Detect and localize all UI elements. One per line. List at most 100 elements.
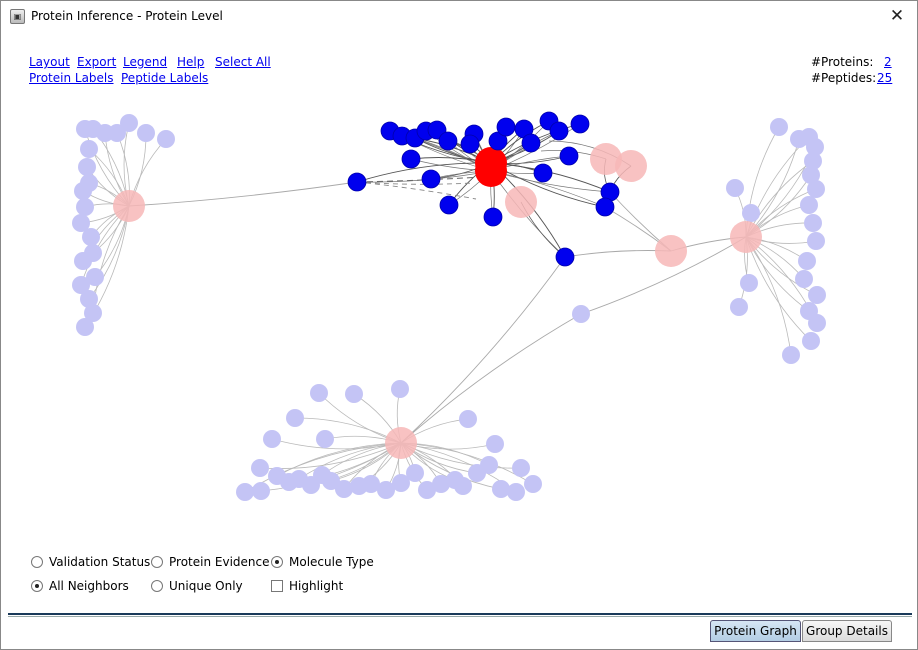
all-neighbors-option[interactable]: All Neighbors bbox=[31, 579, 129, 593]
other-peptide-node[interactable] bbox=[572, 305, 590, 323]
other-peptide-node[interactable] bbox=[492, 480, 510, 498]
selected-peptide-node[interactable] bbox=[483, 207, 503, 227]
other-peptide-node[interactable] bbox=[76, 198, 94, 216]
other-peptide-node[interactable] bbox=[236, 483, 254, 501]
other-peptide-node[interactable] bbox=[82, 228, 100, 246]
other-peptide-node[interactable] bbox=[480, 456, 498, 474]
other-peptide-node[interactable] bbox=[72, 214, 90, 232]
other-peptide-node[interactable] bbox=[251, 459, 269, 477]
proteins-count-link[interactable]: 2 bbox=[884, 55, 892, 69]
other-protein-node[interactable] bbox=[113, 190, 145, 222]
validation-status-radio[interactable] bbox=[31, 556, 43, 568]
other-peptide-node[interactable] bbox=[74, 182, 92, 200]
other-peptide-node[interactable] bbox=[391, 380, 409, 398]
other-peptide-node[interactable] bbox=[524, 475, 542, 493]
selected-peptide-node[interactable] bbox=[595, 197, 615, 217]
other-peptide-node[interactable] bbox=[486, 435, 504, 453]
other-peptide-node[interactable] bbox=[726, 179, 744, 197]
other-peptide-node[interactable] bbox=[808, 314, 826, 332]
other-peptide-node[interactable] bbox=[80, 140, 98, 158]
molecule-type-radio[interactable] bbox=[271, 556, 283, 568]
selected-peptide-node[interactable] bbox=[559, 146, 579, 166]
other-peptide-node[interactable] bbox=[418, 481, 436, 499]
other-peptide-node[interactable] bbox=[316, 430, 334, 448]
other-peptide-node[interactable] bbox=[263, 430, 281, 448]
unique-only-radio[interactable] bbox=[151, 580, 163, 592]
other-peptide-node[interactable] bbox=[80, 290, 98, 308]
selected-peptide-node[interactable] bbox=[439, 195, 459, 215]
other-peptide-node[interactable] bbox=[86, 268, 104, 286]
other-protein-node[interactable] bbox=[655, 235, 687, 267]
other-peptide-node[interactable] bbox=[807, 232, 825, 250]
close-button[interactable]: ✕ bbox=[889, 6, 905, 26]
highlight-option[interactable]: Highlight bbox=[271, 579, 343, 593]
other-peptide-node[interactable] bbox=[72, 276, 90, 294]
selected-peptide-node[interactable] bbox=[460, 134, 480, 154]
selected-peptide-node[interactable] bbox=[570, 114, 590, 134]
selected-peptide-node[interactable] bbox=[421, 169, 441, 189]
selected-peptide-node[interactable] bbox=[496, 117, 516, 137]
validation-status-option[interactable]: Validation Status bbox=[31, 555, 150, 569]
selected-peptide-node[interactable] bbox=[555, 247, 575, 267]
other-peptide-node[interactable] bbox=[798, 252, 816, 270]
selected-peptide-node[interactable] bbox=[438, 131, 458, 151]
other-protein-node[interactable] bbox=[385, 427, 417, 459]
other-peptide-node[interactable] bbox=[770, 118, 788, 136]
export-link[interactable]: Export bbox=[77, 55, 117, 69]
other-peptide-node[interactable] bbox=[335, 480, 353, 498]
other-protein-node[interactable] bbox=[730, 221, 762, 253]
other-peptide-node[interactable] bbox=[730, 298, 748, 316]
other-peptide-node[interactable] bbox=[74, 252, 92, 270]
other-peptide-node[interactable] bbox=[795, 270, 813, 288]
legend-link[interactable]: Legend bbox=[123, 55, 168, 69]
other-peptide-node[interactable] bbox=[137, 124, 155, 142]
other-peptide-node[interactable] bbox=[362, 475, 380, 493]
other-peptide-node[interactable] bbox=[120, 114, 138, 132]
help-link[interactable]: Help bbox=[177, 55, 205, 69]
other-peptide-node[interactable] bbox=[804, 214, 822, 232]
other-protein-node[interactable] bbox=[615, 150, 647, 182]
other-peptide-node[interactable] bbox=[345, 385, 363, 403]
other-peptide-node[interactable] bbox=[377, 481, 395, 499]
other-peptide-node[interactable] bbox=[800, 196, 818, 214]
other-peptide-node[interactable] bbox=[157, 130, 175, 148]
select-all-link[interactable]: Select All bbox=[215, 55, 271, 69]
other-peptide-node[interactable] bbox=[807, 180, 825, 198]
protein-evidence-radio[interactable] bbox=[151, 556, 163, 568]
other-peptide-node[interactable] bbox=[804, 152, 822, 170]
peptide-labels-link[interactable]: Peptide Labels bbox=[121, 71, 209, 85]
other-peptide-node[interactable] bbox=[507, 483, 525, 501]
other-peptide-node[interactable] bbox=[802, 166, 820, 184]
other-protein-node[interactable] bbox=[590, 143, 622, 175]
other-peptide-node[interactable] bbox=[392, 474, 410, 492]
other-peptide-node[interactable] bbox=[740, 274, 758, 292]
other-peptide-node[interactable] bbox=[806, 138, 824, 156]
other-peptide-node[interactable] bbox=[742, 204, 760, 222]
other-peptide-node[interactable] bbox=[802, 332, 820, 350]
peptides-count-link[interactable]: 25 bbox=[877, 71, 893, 85]
all-neighbors-radio[interactable] bbox=[31, 580, 43, 592]
other-peptide-node[interactable] bbox=[782, 346, 800, 364]
tab-protein-graph[interactable]: Protein Graph bbox=[710, 620, 801, 642]
highlight-checkbox[interactable] bbox=[271, 580, 283, 592]
molecule-type-option[interactable]: Molecule Type bbox=[271, 555, 374, 569]
layout-link[interactable]: Layout bbox=[29, 55, 70, 69]
unique-only-option[interactable]: Unique Only bbox=[151, 579, 243, 593]
selected-peptide-node[interactable] bbox=[549, 121, 569, 141]
selected-peptide-node[interactable] bbox=[488, 131, 508, 151]
other-peptide-node[interactable] bbox=[76, 318, 94, 336]
tab-group-details[interactable]: Group Details bbox=[802, 620, 892, 642]
other-peptide-node[interactable] bbox=[454, 477, 472, 495]
other-peptide-node[interactable] bbox=[252, 482, 270, 500]
other-peptide-node[interactable] bbox=[406, 464, 424, 482]
other-peptide-node[interactable] bbox=[432, 475, 450, 493]
selected-peptide-node[interactable] bbox=[521, 133, 541, 153]
selected-peptide-node[interactable] bbox=[347, 172, 367, 192]
selected-peptide-node[interactable] bbox=[533, 163, 553, 183]
protein-evidence-option[interactable]: Protein Evidence bbox=[151, 555, 269, 569]
selected-peptide-node[interactable] bbox=[401, 149, 421, 169]
other-peptide-node[interactable] bbox=[286, 409, 304, 427]
other-protein-node[interactable] bbox=[505, 186, 537, 218]
protein-graph-canvas[interactable] bbox=[1, 1, 917, 611]
other-peptide-node[interactable] bbox=[322, 472, 340, 490]
